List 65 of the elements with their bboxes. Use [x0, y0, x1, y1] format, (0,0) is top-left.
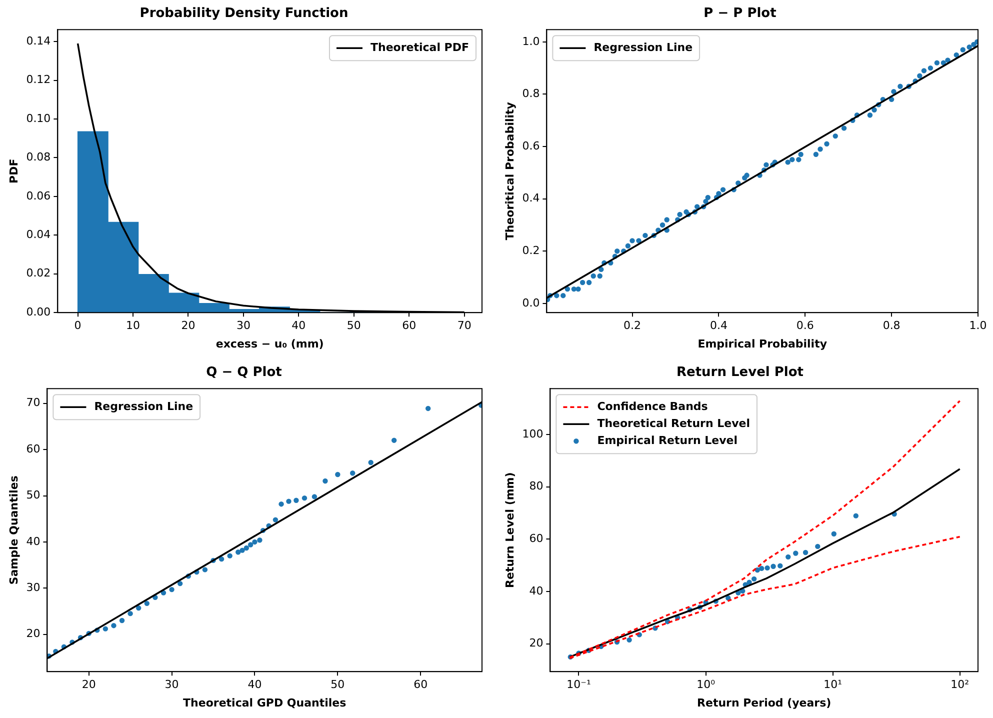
x-axis-title: excess − u₀ (mm): [216, 337, 324, 350]
legend-label: Empirical Return Level: [597, 434, 738, 447]
y-tick-label: 40: [529, 584, 544, 598]
legend-label: Theoretical Return Level: [597, 416, 750, 430]
x-axis-title: Theoretical GPD Quantiles: [183, 696, 347, 710]
y-tick-label: 1.0: [522, 34, 540, 48]
x-axis-title: Return Period (years): [697, 696, 832, 710]
chart-title: P − P Plot: [704, 6, 776, 22]
x-tick-label: 10: [126, 319, 140, 332]
x-tick-label: 10¹: [824, 678, 842, 692]
y-axis-title: Return Level (mm): [503, 472, 516, 588]
y-tick-label: 0.14: [26, 34, 51, 48]
legend-label: Confidence Bands: [597, 400, 708, 413]
x-tick-label: 60: [414, 678, 428, 692]
y-tick-label: 70: [26, 396, 40, 410]
y-tick-label: 80: [529, 480, 544, 493]
y-tick-label: 0.6: [522, 139, 540, 152]
x-tick-label: 30: [236, 319, 250, 332]
y-tick-label: 0.08: [26, 150, 51, 164]
legend-label: Regression Line: [94, 400, 194, 413]
x-tick-label: 10²: [950, 678, 970, 692]
x-tick-label: 20: [181, 319, 196, 332]
y-tick-label: 60: [529, 532, 544, 545]
x-tick-label: 60: [402, 319, 416, 332]
y-tick-label: 100: [522, 427, 544, 440]
y-tick-label: 0.4: [522, 192, 540, 205]
y-tick-label: 0.12: [26, 73, 51, 86]
x-tick-label: 30: [164, 678, 179, 692]
y-tick-label: 50: [26, 488, 40, 502]
y-tick-label: 20: [26, 627, 40, 640]
y-tick-label: 0.2: [522, 244, 540, 257]
y-tick-label: 40: [26, 534, 40, 548]
y-tick-label: 60: [26, 442, 40, 456]
x-tick-label: 50: [346, 319, 361, 332]
y-tick-label: 0.06: [26, 189, 51, 202]
x-tick-label: 0.4: [710, 319, 728, 332]
x-tick-label: 0.6: [796, 319, 814, 332]
legend-label: Regression Line: [594, 40, 693, 54]
x-tick-label: 10⁻¹: [566, 678, 591, 692]
x-tick-label: 1.0: [969, 319, 987, 332]
x-tick-label: 40: [292, 319, 306, 332]
y-tick-label: 0.02: [26, 266, 51, 280]
y-tick-label: 0.8: [522, 87, 540, 100]
x-tick-label: 0.2: [624, 319, 642, 332]
legend-label: Theoretical PDF: [370, 40, 470, 54]
x-tick-label: 0.8: [882, 319, 900, 332]
y-tick-label: 0.0: [522, 296, 540, 310]
y-axis-title: Sample Quantiles: [7, 475, 20, 585]
y-tick-label: 0.00: [26, 305, 51, 318]
x-tick-label: 40: [248, 678, 262, 692]
x-tick-label: 10⁰: [696, 678, 716, 692]
x-axis-title: Empirical Probability: [698, 337, 828, 350]
y-tick-label: 0.10: [26, 112, 51, 125]
y-tick-label: 30: [26, 581, 40, 594]
y-axis-title: Theoritical Probability: [503, 102, 516, 240]
x-tick-label: 50: [330, 678, 345, 692]
y-tick-label: 20: [529, 636, 544, 650]
y-axis-title: PDF: [7, 158, 20, 184]
x-tick-label: 0: [74, 319, 82, 332]
y-tick-label: 0.04: [26, 228, 51, 242]
chart-title: Probability Density Function: [140, 6, 348, 22]
chart-title: Return Level Plot: [676, 365, 804, 380]
x-tick-label: 70: [457, 319, 472, 332]
x-tick-label: 20: [82, 678, 96, 692]
chart-title: Q − Q Plot: [206, 365, 282, 380]
